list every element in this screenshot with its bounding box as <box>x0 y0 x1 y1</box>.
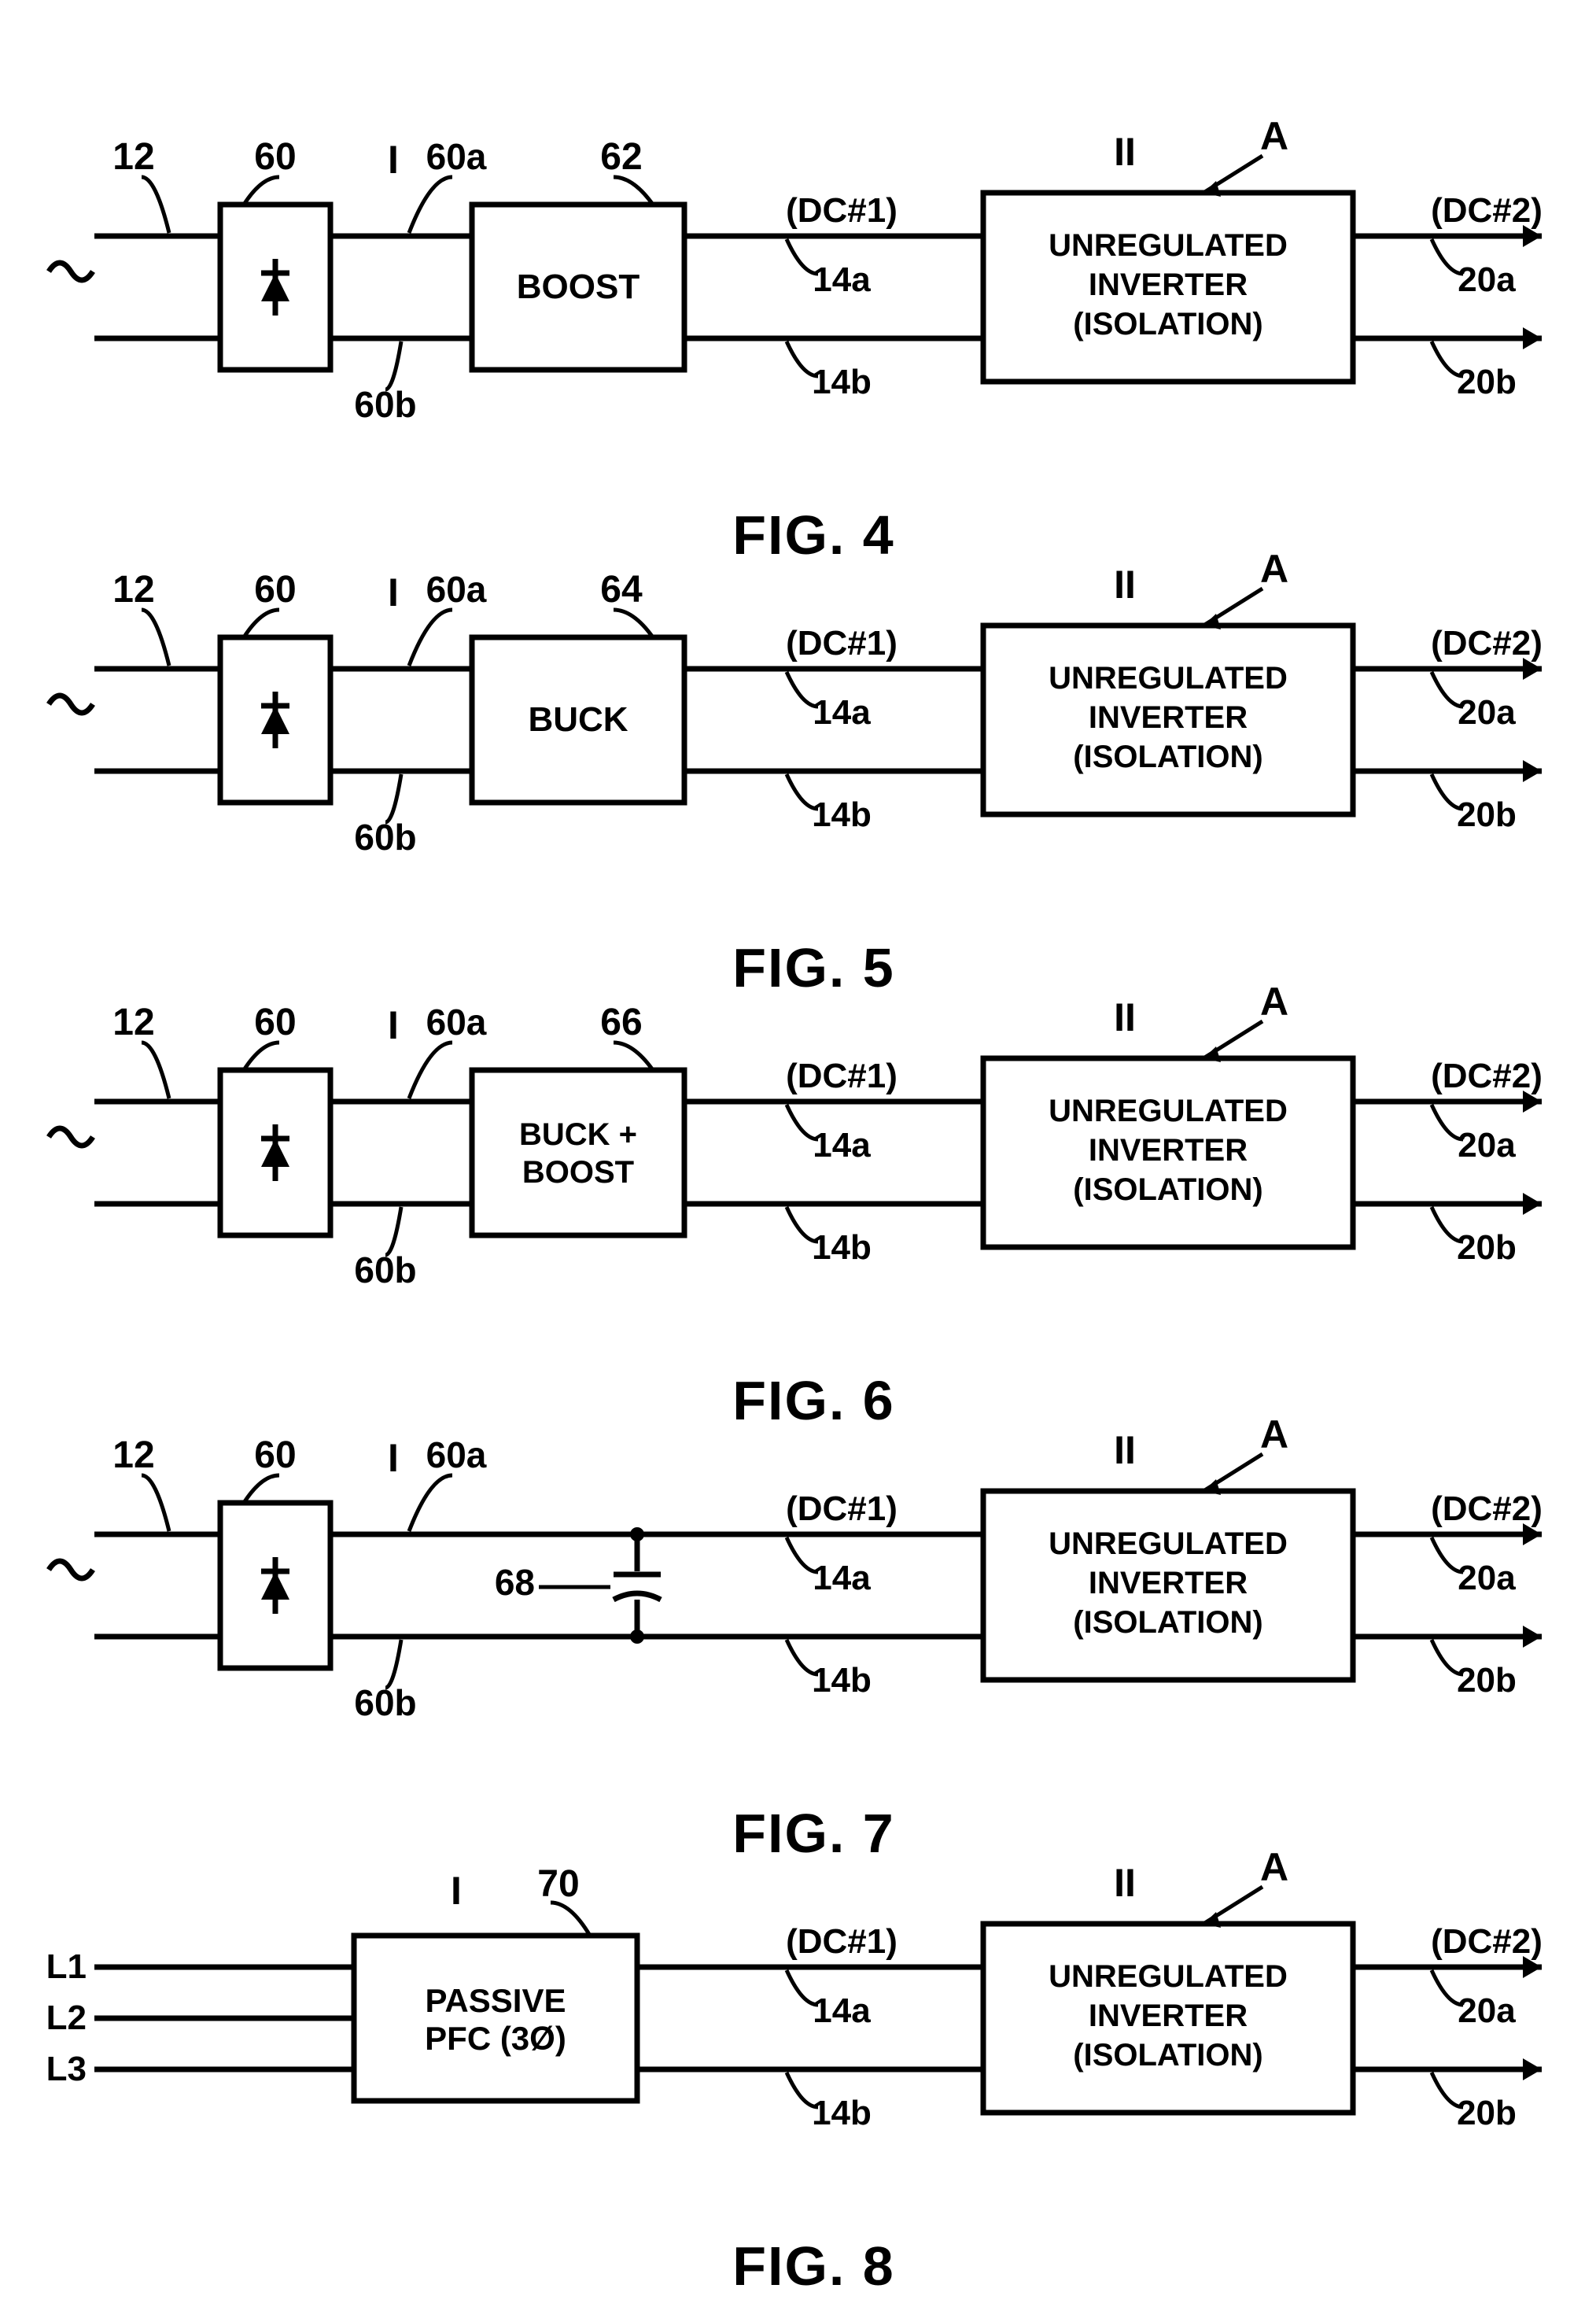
svg-text:14a: 14a <box>813 693 871 732</box>
svg-text:(DC#2): (DC#2) <box>1431 1489 1543 1528</box>
svg-text:I: I <box>388 138 399 182</box>
svg-text:60a: 60a <box>426 1434 487 1475</box>
svg-text:I: I <box>388 570 399 615</box>
svg-text:(DC#1): (DC#1) <box>786 1057 898 1095</box>
svg-text:20b: 20b <box>1457 795 1517 834</box>
svg-text:UNREGULATED: UNREGULATED <box>1049 1526 1288 1561</box>
svg-text:L2: L2 <box>46 1999 87 2037</box>
svg-text:II: II <box>1114 1428 1136 1472</box>
svg-text:(ISOLATION): (ISOLATION) <box>1073 740 1262 774</box>
svg-text:68: 68 <box>495 1562 535 1603</box>
fig-6-svg: 126060a60bIBUCK +BOOST66(DC#1)14a14bUNRE… <box>16 944 1596 1353</box>
svg-text:12: 12 <box>112 569 154 611</box>
svg-text:(ISOLATION): (ISOLATION) <box>1073 1172 1262 1207</box>
svg-text:BUCK +: BUCK + <box>519 1117 637 1152</box>
figure-8-title: FIG. 8 <box>16 2235 1596 2298</box>
svg-text:(DC#1): (DC#1) <box>786 1922 898 1961</box>
svg-text:64: 64 <box>600 569 643 611</box>
svg-text:INVERTER: INVERTER <box>1089 1133 1248 1168</box>
svg-text:14b: 14b <box>812 795 872 834</box>
svg-text:BUCK: BUCK <box>528 700 628 739</box>
svg-text:(DC#1): (DC#1) <box>786 191 898 230</box>
svg-text:12: 12 <box>112 1002 154 1043</box>
svg-text:14a: 14a <box>813 1991 871 2030</box>
fig-8-svg: L1 L2 L3 PASSIVEPFC (3Ø) 70 I (DC#1) 14a 14b UNRE… <box>16 1810 1596 2219</box>
svg-text:II: II <box>1114 130 1136 174</box>
figure-5: 126060a60bIBUCK64(DC#1)14a14bUNREGULATED… <box>16 511 1596 999</box>
svg-text:66: 66 <box>600 1002 642 1043</box>
svg-text:20a: 20a <box>1458 260 1516 299</box>
svg-text:60: 60 <box>254 1434 296 1476</box>
fig-7-svg: 126060a60bI68(DC#1)14a14bUNREGULATEDINVE… <box>16 1377 1596 1786</box>
svg-text:UNREGULATED: UNREGULATED <box>1049 1959 1288 1994</box>
svg-text:14b: 14b <box>812 2094 872 2132</box>
svg-text:20b: 20b <box>1457 1228 1517 1267</box>
svg-text:60a: 60a <box>426 136 487 177</box>
fig-5-svg: 126060a60bIBUCK64(DC#1)14a14bUNREGULATED… <box>16 511 1596 921</box>
svg-text:20a: 20a <box>1458 1991 1516 2030</box>
figure-6: 126060a60bIBUCK +BOOST66(DC#1)14a14bUNRE… <box>16 944 1596 1432</box>
svg-text:PASSIVE: PASSIVE <box>426 1982 566 2019</box>
svg-text:12: 12 <box>112 136 154 178</box>
svg-text:14b: 14b <box>812 1228 872 1267</box>
svg-text:60: 60 <box>254 136 296 178</box>
svg-text:14b: 14b <box>812 363 872 401</box>
svg-text:(DC#2): (DC#2) <box>1431 1922 1543 1961</box>
svg-text:20b: 20b <box>1457 363 1517 401</box>
svg-text:INVERTER: INVERTER <box>1089 268 1248 302</box>
svg-text:A: A <box>1260 547 1288 591</box>
svg-text:60a: 60a <box>426 1002 487 1043</box>
svg-text:20a: 20a <box>1458 693 1516 732</box>
svg-text:14a: 14a <box>813 1126 871 1165</box>
svg-text:(ISOLATION): (ISOLATION) <box>1073 2038 1262 2073</box>
svg-text:(ISOLATION): (ISOLATION) <box>1073 307 1262 341</box>
svg-text:BOOST: BOOST <box>522 1155 634 1190</box>
svg-text:UNREGULATED: UNREGULATED <box>1049 661 1288 696</box>
svg-text:II: II <box>1114 1861 1136 1905</box>
svg-text:60: 60 <box>254 1002 296 1043</box>
svg-text:(ISOLATION): (ISOLATION) <box>1073 1605 1262 1640</box>
svg-text:60: 60 <box>254 569 296 611</box>
svg-text:62: 62 <box>600 136 642 178</box>
figure-4: 126060a60bIBOOST62(DC#1)14a14bUNREGULATE… <box>16 79 1596 567</box>
svg-text:(DC#1): (DC#1) <box>786 624 898 663</box>
svg-text:A: A <box>1260 1412 1288 1456</box>
svg-text:20a: 20a <box>1458 1126 1516 1165</box>
svg-text:(DC#2): (DC#2) <box>1431 1057 1543 1095</box>
figure-7: 126060a60bI68(DC#1)14a14bUNREGULATEDINVE… <box>16 1377 1596 1865</box>
svg-text:I: I <box>388 1003 399 1047</box>
svg-text:II: II <box>1114 563 1136 607</box>
svg-text:20b: 20b <box>1457 2094 1517 2132</box>
fig-4-svg: 126060a60bIBOOST62(DC#1)14a14bUNREGULATE… <box>16 79 1596 488</box>
svg-text:BOOST: BOOST <box>517 268 640 306</box>
svg-text:A: A <box>1260 980 1288 1024</box>
svg-text:L1: L1 <box>46 1947 87 1986</box>
svg-text:A: A <box>1260 114 1288 158</box>
svg-text:(DC#1): (DC#1) <box>786 1489 898 1528</box>
svg-text:INVERTER: INVERTER <box>1089 1566 1248 1600</box>
svg-text:UNREGULATED: UNREGULATED <box>1049 1094 1288 1128</box>
svg-text:70: 70 <box>537 1863 579 1905</box>
svg-text:INVERTER: INVERTER <box>1089 1999 1248 2033</box>
svg-text:L3: L3 <box>46 2050 87 2088</box>
svg-text:INVERTER: INVERTER <box>1089 700 1248 735</box>
svg-text:I: I <box>451 1869 462 1913</box>
svg-text:14b: 14b <box>812 1661 872 1700</box>
svg-text:A: A <box>1260 1845 1288 1889</box>
svg-text:14a: 14a <box>813 1559 871 1597</box>
svg-text:20a: 20a <box>1458 1559 1516 1597</box>
svg-text:20b: 20b <box>1457 1661 1517 1700</box>
figure-8: L1 L2 L3 PASSIVEPFC (3Ø) 70 I (DC#1) 14a 14b UNRE… <box>16 1810 1596 2298</box>
svg-text:PFC (3Ø): PFC (3Ø) <box>425 2020 566 2057</box>
svg-text:I: I <box>388 1436 399 1480</box>
svg-text:UNREGULATED: UNREGULATED <box>1049 228 1288 263</box>
svg-text:14a: 14a <box>813 260 871 299</box>
svg-text:12: 12 <box>112 1434 154 1476</box>
svg-text:60a: 60a <box>426 569 487 610</box>
svg-text:II: II <box>1114 995 1136 1039</box>
svg-text:(DC#2): (DC#2) <box>1431 624 1543 663</box>
svg-text:(DC#2): (DC#2) <box>1431 191 1543 230</box>
